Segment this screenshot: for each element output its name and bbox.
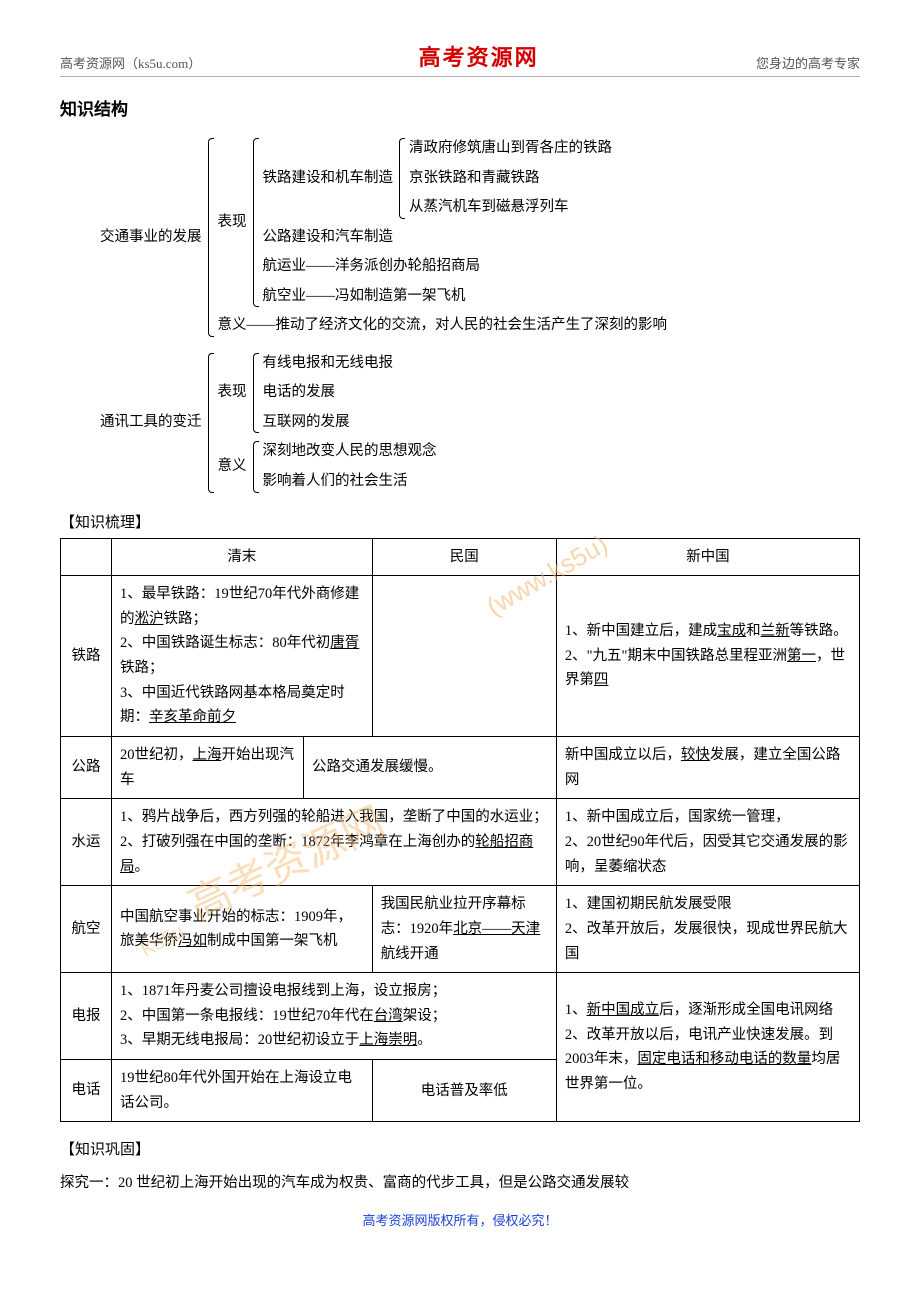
tree-leaf: 公路建设和汽车制造	[263, 223, 613, 253]
cell-air-qingmo: 中国航空事业开始的标志：1909年，旅美华侨冯如制成中国第一架飞机	[112, 886, 373, 973]
heading-knowledge-comb: 【知识梳理】	[60, 511, 860, 532]
cell-air-minguo: 我国民航业拉开序幕标志：1920年北京——天津航线开通	[372, 886, 556, 973]
th-blank	[61, 538, 112, 576]
section-title: 知识结构	[60, 95, 860, 120]
cell-phone-minguo: 电话普及率低	[372, 1060, 556, 1122]
tree-root1-label: 交通事业的发展	[100, 134, 204, 341]
tree-leaf: 京张铁路和青藏铁路	[409, 164, 612, 194]
header-right: 您身边的高考专家	[756, 53, 860, 72]
row-label-air: 航空	[61, 886, 112, 973]
tree-leaf: 电话的发展	[263, 378, 394, 408]
tree-leaf: 深刻地改变人民的思想观念	[263, 437, 437, 467]
header-left: 高考资源网（ks5u.com）	[60, 53, 201, 72]
tree-leaf: 航空业——冯如制造第一架飞机	[263, 282, 613, 312]
cell-rail-qingmo: 1、最早铁路：19世纪70年代外商修建的淞沪铁路；2、中国铁路诞生标志：80年代…	[112, 576, 373, 737]
tree-root2-yiyi: 意义	[218, 437, 249, 496]
cell-telegraph-qingmo: 1、1871年丹麦公司擅设电报线到上海，设立报房；2、中国第一条电报线：19世纪…	[112, 973, 557, 1060]
knowledge-table: 清末 民国 新中国 铁路 1、最早铁路：19世纪70年代外商修建的淞沪铁路；2、…	[60, 538, 860, 1123]
cell-telecom-xin: 1、新中国成立后，逐渐形成全国电讯网络2、改革开放以后，电讯产业快速发展。到20…	[556, 973, 859, 1122]
tree-leaf: 清政府修筑唐山到胥各庄的铁路	[409, 134, 612, 164]
cell-rail-xin: 1、新中国建立后，建成宝成和兰新等铁路。2、"九五"期末中国铁路总里程亚洲第一，…	[556, 576, 859, 737]
tree-root2-label: 通讯工具的变迁	[100, 349, 204, 497]
tree-leaf: 航运业——洋务派创办轮船招商局	[263, 252, 613, 282]
cell-road-qingmo-right: 公路交通发展缓慢。	[304, 737, 557, 799]
row-label-rail: 铁路	[61, 576, 112, 737]
th-minguo: 民国	[372, 538, 556, 576]
cell-road-qingmo-left: 20世纪初，上海开始出现汽车	[112, 737, 304, 799]
tree-leaf: 意义——推动了经济文化的交流，对人民的社会生活产生了深刻的影响	[218, 311, 668, 341]
row-label-phone: 电话	[61, 1060, 112, 1122]
row-label-water: 水运	[61, 799, 112, 886]
tree-leaf: 互联网的发展	[263, 408, 394, 438]
header-center: 高考资源网	[419, 40, 539, 72]
cell-rail-minguo	[372, 576, 556, 737]
tree-leaf: 从蒸汽机车到磁悬浮列车	[409, 193, 612, 223]
tree-rail-label: 铁路建设和机车制造	[263, 134, 396, 223]
tree-leaf: 有线电报和无线电报	[263, 349, 394, 379]
tree-root1-biaoxian: 表现	[218, 134, 249, 311]
row-label-telegraph: 电报	[61, 973, 112, 1060]
tree-root2-biaoxian: 表现	[218, 349, 249, 438]
knowledge-tree: 交通事业的发展 表现 铁路建设和机车制造 清政府修筑唐山到胥各庄的铁路 京张铁路…	[60, 134, 860, 497]
cell-phone-qingmo: 19世纪80年代外国开始在上海设立电话公司。	[112, 1060, 373, 1122]
page-footer: 高考资源网版权所有，侵权必究！	[60, 1210, 860, 1229]
cell-air-xin: 1、建国初期民航发展受限 2、改革开放后，发展很快，现成世界民航大国	[556, 886, 859, 973]
row-label-road: 公路	[61, 737, 112, 799]
cell-water-xin: 1、新中国成立后，国家统一管理， 2、20世纪90年代后，因受其它交通发展的影响…	[556, 799, 859, 886]
page-header: 高考资源网（ks5u.com） 高考资源网 您身边的高考专家	[60, 40, 860, 77]
heading-knowledge-consolidate: 【知识巩固】	[60, 1138, 860, 1159]
th-xinzhongguo: 新中国	[556, 538, 859, 576]
tree-leaf: 影响着人们的社会生活	[263, 467, 437, 497]
cell-water-qingmo: 1、鸦片战争后，西方列强的轮船进入我国，垄断了中国的水运业；2、打破列强在中国的…	[112, 799, 557, 886]
th-qingmo: 清末	[112, 538, 373, 576]
cell-road-xin: 新中国成立以后，较快发展，建立全国公路网	[556, 737, 859, 799]
question-text: 探究一：20 世纪初上海开始出现的汽车成为权贵、富商的代步工具，但是公路交通发展…	[60, 1171, 860, 1196]
